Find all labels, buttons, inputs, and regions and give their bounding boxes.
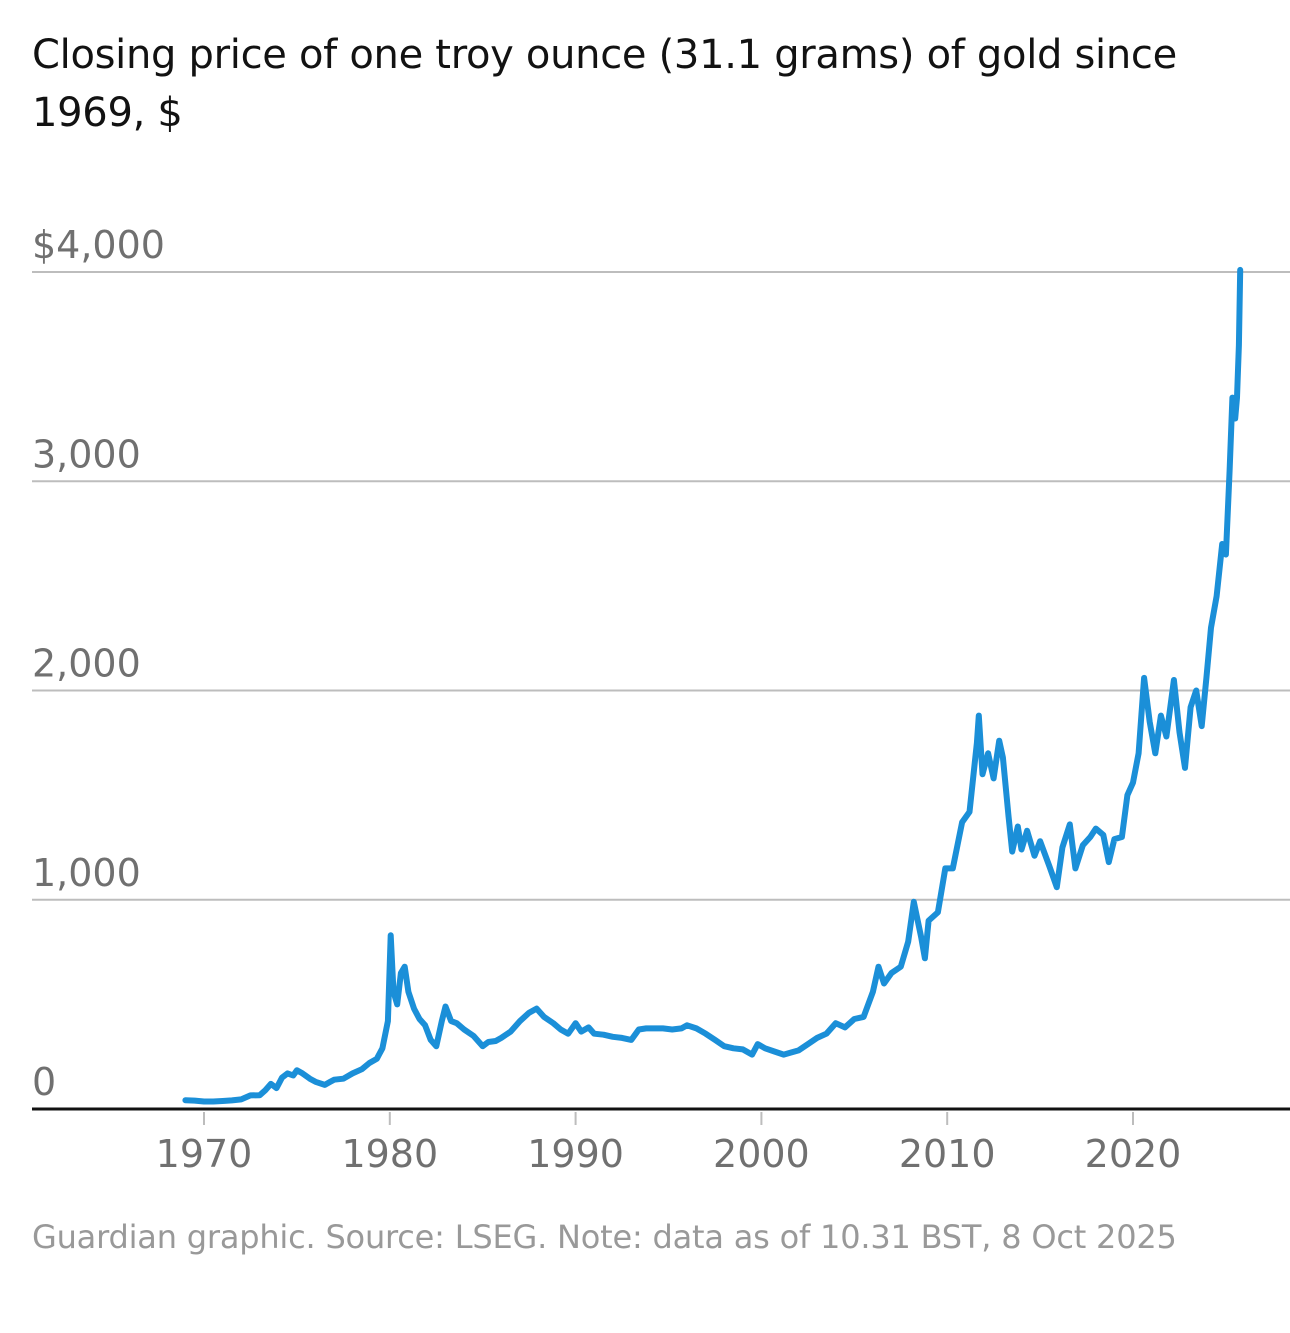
x-tick-label: 1970 <box>156 1132 253 1176</box>
chart-title: Closing price of one troy ounce (31.1 gr… <box>32 32 1177 136</box>
x-tick-label: 1990 <box>527 1132 624 1176</box>
x-axis: 1970 1980 1990 2000 2010 2020 <box>156 1112 1182 1176</box>
y-tick-label: $4,000 <box>32 223 165 267</box>
x-tick-label: 1980 <box>341 1132 438 1176</box>
x-tick-label: 2010 <box>899 1132 996 1176</box>
x-tick-label: 2000 <box>713 1132 810 1176</box>
y-tick-label: 0 <box>32 1060 56 1104</box>
y-axis-labels: 0 1,000 2,000 3,000 $4,000 <box>32 223 165 1104</box>
source-note: Guardian graphic. Source: LSEG. Note: da… <box>32 1218 1177 1256</box>
y-tick-label: 2,000 <box>32 642 141 686</box>
gold-price-line <box>182 266 1244 1105</box>
y-tick-label: 1,000 <box>32 851 141 895</box>
x-tick-label: 2020 <box>1085 1132 1182 1176</box>
gridlines <box>32 271 1290 901</box>
y-tick-label: 3,000 <box>32 432 141 476</box>
